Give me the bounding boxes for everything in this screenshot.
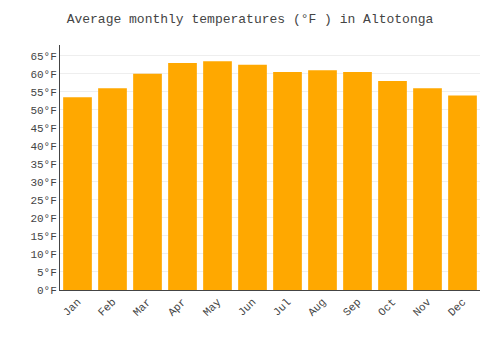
svg-text:Mar: Mar bbox=[131, 296, 153, 318]
svg-text:Jun: Jun bbox=[236, 296, 258, 318]
svg-text:35°F: 35°F bbox=[30, 159, 56, 171]
svg-text:Average monthly temperatures (: Average monthly temperatures (°F ) in Al… bbox=[67, 12, 434, 27]
svg-text:50°F: 50°F bbox=[30, 105, 56, 117]
svg-text:40°F: 40°F bbox=[30, 141, 56, 153]
svg-text:5°F: 5°F bbox=[37, 267, 57, 279]
svg-text:Dec: Dec bbox=[446, 296, 468, 318]
svg-text:Nov: Nov bbox=[411, 296, 434, 319]
svg-text:Sep: Sep bbox=[341, 296, 363, 318]
svg-text:Jul: Jul bbox=[271, 296, 293, 318]
svg-text:Jan: Jan bbox=[61, 296, 83, 318]
svg-text:10°F: 10°F bbox=[30, 249, 56, 261]
svg-text:45°F: 45°F bbox=[30, 123, 56, 135]
svg-text:Apr: Apr bbox=[166, 296, 188, 318]
svg-text:0°F: 0°F bbox=[37, 285, 57, 297]
svg-text:20°F: 20°F bbox=[30, 213, 56, 225]
svg-text:Oct: Oct bbox=[376, 296, 398, 318]
svg-text:60°F: 60°F bbox=[30, 69, 56, 81]
svg-text:30°F: 30°F bbox=[30, 177, 56, 189]
svg-text:65°F: 65°F bbox=[30, 51, 56, 63]
svg-text:May: May bbox=[201, 296, 224, 319]
svg-text:25°F: 25°F bbox=[30, 195, 56, 207]
svg-text:Aug: Aug bbox=[306, 296, 328, 318]
svg-text:Feb: Feb bbox=[96, 296, 118, 318]
svg-text:55°F: 55°F bbox=[30, 87, 56, 99]
svg-text:15°F: 15°F bbox=[30, 231, 56, 243]
